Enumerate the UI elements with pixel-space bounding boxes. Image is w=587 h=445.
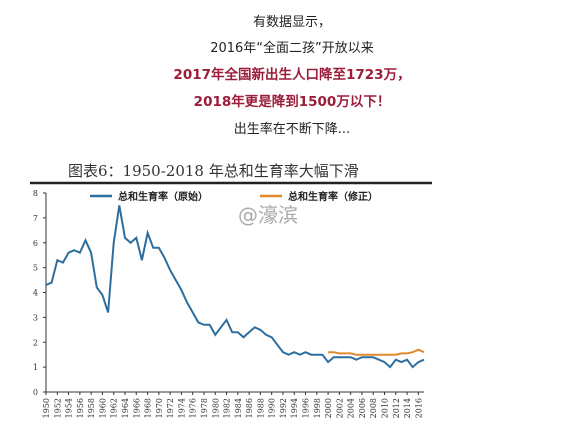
- x-tick-label: 1974: [177, 398, 186, 418]
- x-tick-label: 1996: [302, 398, 311, 418]
- x-tick-label: 1950: [42, 398, 51, 418]
- x-tick-label: 1978: [200, 398, 209, 418]
- x-tick-label: 1986: [245, 398, 254, 418]
- x-tick-label: 1968: [144, 398, 153, 418]
- x-tick-label: 1998: [313, 398, 322, 418]
- y-tick-label: 4: [33, 289, 38, 298]
- x-tick-label: 1984: [234, 398, 243, 418]
- x-tick-label: 1980: [211, 398, 220, 418]
- x-tick-label: 1952: [53, 398, 62, 418]
- x-tick-label: 2016: [414, 398, 423, 418]
- x-tick-label: 1976: [189, 398, 198, 418]
- x-tick-label: 1972: [166, 398, 175, 418]
- x-tick-label: 1962: [110, 398, 119, 418]
- y-tick-label: 2: [33, 338, 38, 347]
- x-tick-label: 2014: [403, 398, 412, 418]
- series-line: [328, 348, 425, 356]
- text-line: 2017年全国新出生人口降至1723万，: [173, 66, 410, 83]
- y-tick-label: 3: [33, 313, 38, 322]
- x-tick-label: 2006: [358, 398, 367, 418]
- y-tick-label: 0: [33, 388, 38, 397]
- x-tick-label: 1964: [121, 398, 130, 418]
- text-line: 出生率在不断下降...: [234, 121, 350, 137]
- x-tick-label: 1966: [132, 398, 141, 418]
- x-tick-label: 1956: [76, 398, 85, 418]
- x-tick-label: 2010: [381, 398, 390, 418]
- y-tick-label: 6: [33, 239, 38, 248]
- chart-title: 图表6：1950-2018 年总和生育率大幅下滑: [68, 162, 359, 180]
- y-tick-label: 7: [33, 214, 38, 223]
- legend-label: 总和生育率（原始）: [118, 190, 208, 203]
- x-tick-label: 2008: [369, 398, 378, 418]
- x-tick-label: 1982: [223, 398, 232, 418]
- text-line: 2016年“全面二孩”开放以来: [210, 40, 374, 56]
- x-tick-label: 2004: [347, 398, 356, 418]
- x-tick-label: 1958: [87, 398, 96, 418]
- y-tick-label: 1: [33, 363, 38, 372]
- watermark: @濠滨: [238, 203, 298, 227]
- x-tick-label: 2002: [335, 398, 344, 418]
- x-tick-label: 1970: [155, 398, 164, 418]
- x-tick-label: 1988: [256, 398, 265, 418]
- text-line: 2018年更是降到1500万以下！: [194, 93, 391, 110]
- x-tick-label: 1954: [65, 398, 74, 418]
- legend-label: 总和生育率（修正）: [288, 190, 378, 203]
- y-tick-label: 8: [33, 189, 38, 198]
- x-tick-label: 1960: [98, 398, 107, 418]
- x-tick-label: 1992: [279, 398, 288, 418]
- x-tick-label: 2000: [324, 398, 333, 418]
- series-line: [45, 205, 425, 369]
- text-line: 有数据显示，: [253, 15, 331, 30]
- x-tick-label: 1990: [268, 398, 277, 418]
- x-tick-label: 1994: [290, 398, 299, 418]
- x-tick-label: 2012: [392, 398, 401, 418]
- y-tick-label: 5: [33, 264, 38, 273]
